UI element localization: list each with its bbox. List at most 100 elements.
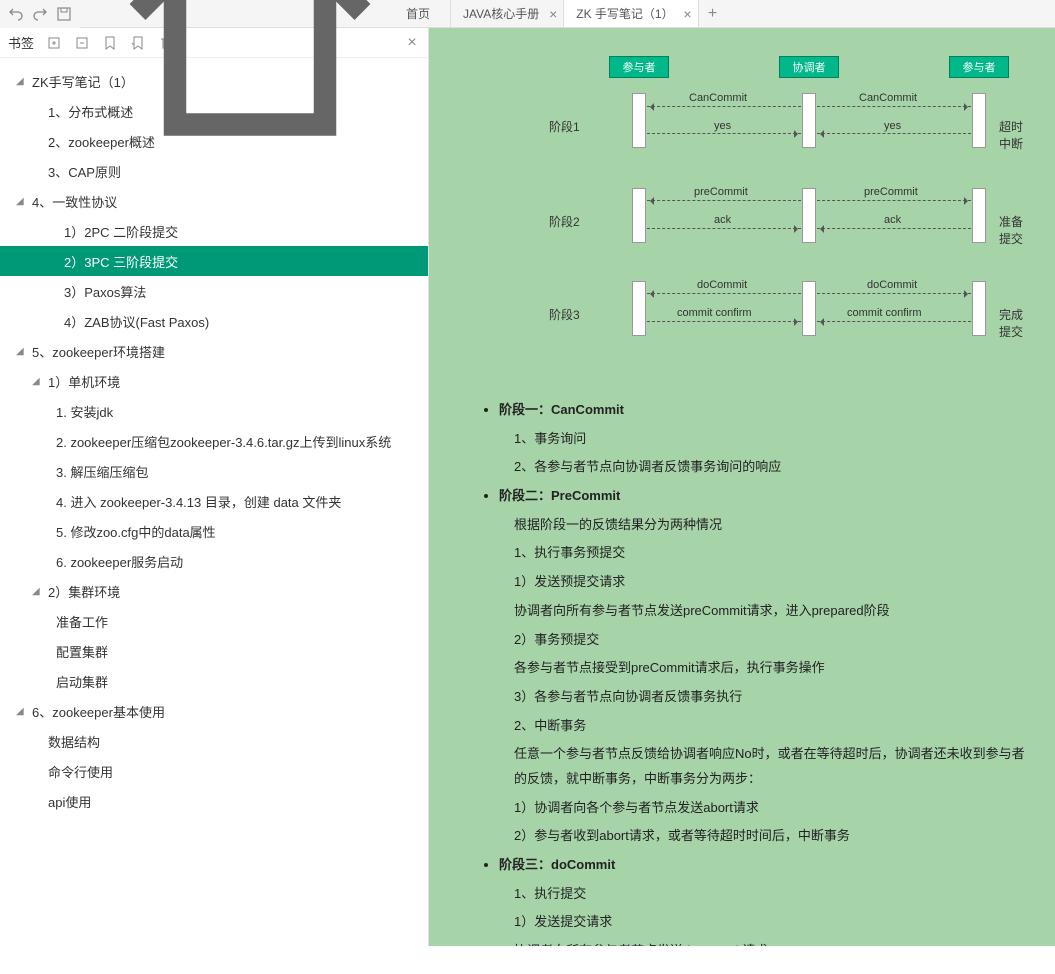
tree-item[interactable]: ◢2）集群环境 — [0, 576, 428, 606]
toolbar — [0, 0, 80, 28]
tree-item[interactable]: 2. zookeeper压缩包zookeeper-3.4.6.tar.gz上传到… — [0, 426, 428, 456]
stage1-label: 阶段1 — [549, 118, 580, 135]
msg-label: ack — [714, 214, 731, 226]
para: 协调者向所有参与者节点发送doCommit请求 — [459, 939, 1025, 946]
lifeline — [632, 188, 646, 243]
para: 协调者向所有参与者节点发送preCommit请求，进入prepared阶段 — [459, 599, 1025, 624]
para: 各参与者节点接受到preCommit请求后，执行事务操作 — [459, 656, 1025, 681]
tab-home[interactable]: 首页 — [80, 0, 451, 27]
stage2-label: 阶段2 — [549, 213, 580, 230]
tree-item[interactable]: ◢4、一致性协议 — [0, 186, 428, 216]
sidebar-title: 书签 — [8, 33, 34, 52]
msg-arrow — [817, 293, 971, 294]
msg-label: ack — [884, 214, 901, 226]
tab-java[interactable]: JAVA核心手册 × — [451, 0, 564, 27]
undo-icon[interactable] — [8, 6, 24, 22]
tree-item[interactable]: 3）Paxos算法 — [0, 276, 428, 306]
tree-item[interactable]: 命令行使用 — [0, 756, 428, 786]
tree-item[interactable]: 4. 进入 zookeeper-3.4.13 目录，创建 data 文件夹 — [0, 486, 428, 516]
sidebar: 书签 × ◢ZK手写笔记（1） 1、分布式概述 2、zookeeper概述 3、… — [0, 28, 429, 946]
stage3-label: 阶段3 — [549, 306, 580, 323]
msg-arrow — [647, 133, 801, 134]
save-icon[interactable] — [56, 6, 72, 22]
para: 1、执行事务预提交 — [459, 541, 1025, 566]
tab-zk-label: ZK 手写笔记（1） — [576, 5, 673, 22]
stage1-heading: 阶段一：CanCommit — [499, 402, 624, 417]
msg-arrow — [647, 106, 801, 107]
close-icon[interactable]: × — [549, 6, 557, 22]
tab-java-label: JAVA核心手册 — [463, 5, 539, 22]
tree-item-selected[interactable]: 2）3PC 三阶段提交 — [0, 246, 428, 276]
actor-participant1: 参与者 — [609, 56, 669, 78]
tree-item[interactable]: 启动集群 — [0, 666, 428, 696]
close-icon[interactable]: × — [683, 6, 691, 22]
msg-label: doCommit — [697, 279, 747, 291]
side3-label: 完成提交 — [999, 306, 1025, 340]
msg-arrow — [647, 228, 801, 229]
tree-item[interactable]: 数据结构 — [0, 726, 428, 756]
tab-home-label: 首页 — [406, 5, 430, 22]
para: 3）各参与者节点向协调者反馈事务执行 — [459, 685, 1025, 710]
lifeline — [632, 281, 646, 336]
msg-arrow — [817, 321, 971, 322]
msg-label: yes — [714, 120, 731, 132]
para: 1、执行提交 — [459, 882, 1025, 907]
msg-label: CanCommit — [689, 92, 747, 104]
msg-arrow — [817, 200, 971, 201]
tree-item[interactable]: 4）ZAB协议(Fast Paxos) — [0, 306, 428, 336]
side2-label: 准备提交 — [999, 213, 1025, 247]
tree-item[interactable]: ◢1）单机环境 — [0, 366, 428, 396]
msg-label: preCommit — [694, 186, 748, 198]
msg-label: commit confirm — [847, 307, 922, 319]
lifeline — [972, 188, 986, 243]
para: 2）参与者收到abort请求，或者等待超时时间后，中断事务 — [459, 824, 1025, 849]
home-icon — [100, 0, 400, 165]
para: 1）协调者向各个参与者节点发送abort请求 — [459, 796, 1025, 821]
tree-item[interactable]: api使用 — [0, 786, 428, 816]
lifeline — [972, 93, 986, 148]
tab-zk[interactable]: ZK 手写笔记（1） × — [564, 0, 698, 27]
stage3-heading: 阶段三：doCommit — [499, 857, 615, 872]
msg-label: commit confirm — [677, 307, 752, 319]
tree-item[interactable]: ◢6、zookeeper基本使用 — [0, 696, 428, 726]
lifeline — [802, 281, 816, 336]
tabs-bar: 首页 JAVA核心手册 × ZK 手写笔记（1） × + — [80, 0, 1055, 28]
msg-arrow — [817, 228, 971, 229]
tree-item[interactable]: 3. 解压缩压缩包 — [0, 456, 428, 486]
lifeline — [802, 188, 816, 243]
stage2-heading: 阶段二：PreCommit — [499, 488, 620, 503]
msg-arrow — [647, 321, 801, 322]
collapse-icon[interactable] — [74, 35, 90, 51]
lifeline — [632, 93, 646, 148]
msg-label: preCommit — [864, 186, 918, 198]
lifeline — [802, 93, 816, 148]
tab-add-button[interactable]: + — [699, 0, 727, 27]
msg-arrow — [817, 106, 971, 107]
lifeline — [972, 281, 986, 336]
para: 2）事务预提交 — [459, 628, 1025, 653]
msg-label: CanCommit — [859, 92, 917, 104]
tree-item[interactable]: 1）2PC 二阶段提交 — [0, 216, 428, 246]
para: 2、各参与者节点向协调者反馈事务询问的响应 — [459, 455, 1025, 480]
para: 根据阶段一的反馈结果分为两种情况 — [459, 513, 1025, 538]
tree-item[interactable]: 5. 修改zoo.cfg中的data属性 — [0, 516, 428, 546]
para: 1）发送提交请求 — [459, 910, 1025, 935]
para: 1、事务询问 — [459, 427, 1025, 452]
tree-item[interactable]: 6. zookeeper服务启动 — [0, 546, 428, 576]
side1-label: 超时中断 — [999, 118, 1025, 152]
para: 1）发送预提交请求 — [459, 570, 1025, 595]
msg-arrow — [647, 293, 801, 294]
actor-participant2: 参与者 — [949, 56, 1009, 78]
para: 2、中断事务 — [459, 714, 1025, 739]
tree-item[interactable]: 1. 安装jdk — [0, 396, 428, 426]
tree-item[interactable]: 配置集群 — [0, 636, 428, 666]
expand-icon[interactable] — [46, 35, 62, 51]
tree-item[interactable]: ◢5、zookeeper环境搭建 — [0, 336, 428, 366]
actor-coordinator: 协调者 — [779, 56, 839, 78]
msg-label: yes — [884, 120, 901, 132]
redo-icon[interactable] — [32, 6, 48, 22]
tree-item[interactable]: 准备工作 — [0, 606, 428, 636]
close-sidebar-icon[interactable]: × — [404, 35, 420, 51]
content-area: 参与者 协调者 参与者 阶段1 阶段2 阶段3 超时中断 准备提交 完成提交 C… — [429, 28, 1055, 946]
msg-label: doCommit — [867, 279, 917, 291]
